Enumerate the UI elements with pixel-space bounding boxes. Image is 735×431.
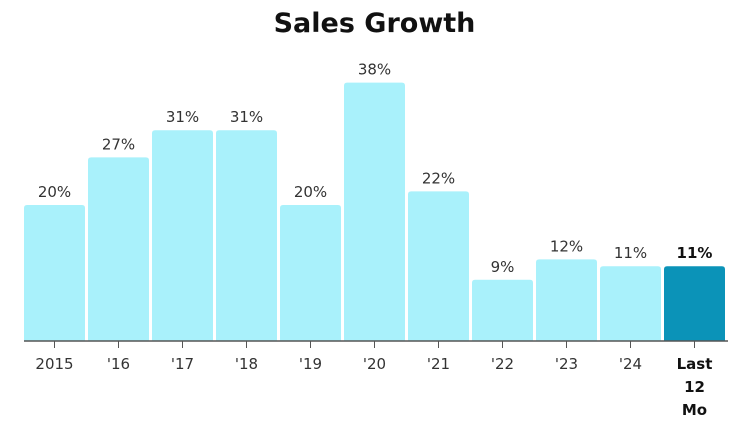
bar-0 <box>24 205 85 341</box>
x-tick-label-10-line-1: 12 <box>684 378 705 396</box>
x-tick-label-2: '17 <box>171 355 194 373</box>
value-label-6: 22% <box>422 169 455 187</box>
value-label-9: 11% <box>614 244 647 262</box>
x-tick-label-4: '19 <box>299 355 322 373</box>
value-label-8: 12% <box>550 237 583 255</box>
value-label-1: 27% <box>102 135 135 153</box>
chart-title: Sales Growth <box>273 8 476 39</box>
x-tick-label-9: '24 <box>619 355 642 373</box>
x-tick-label-10-line-2: Mo <box>682 401 707 419</box>
bar-4 <box>280 205 341 341</box>
bar-3 <box>216 130 277 341</box>
x-tick-label-3: '18 <box>235 355 258 373</box>
value-label-0: 20% <box>38 183 71 201</box>
x-tick-label-6: '21 <box>427 355 450 373</box>
bar-5 <box>344 82 405 341</box>
bar-7 <box>472 279 533 341</box>
value-label-7: 9% <box>491 258 515 276</box>
value-label-10: 11% <box>677 244 713 262</box>
bar-2 <box>152 130 213 341</box>
x-tick-label-5: '20 <box>363 355 386 373</box>
bar-1 <box>88 157 149 341</box>
bar-9 <box>600 266 661 341</box>
bar-8 <box>536 259 597 341</box>
x-tick-label-10-line-0: Last <box>677 355 713 373</box>
bar-6 <box>408 191 469 341</box>
value-label-3: 31% <box>230 108 263 126</box>
x-tick-label-0: 2015 <box>35 355 73 373</box>
value-label-2: 31% <box>166 108 199 126</box>
value-label-5: 38% <box>358 61 391 79</box>
x-tick-label-7: '22 <box>491 355 514 373</box>
x-tick-label-1: '16 <box>107 355 130 373</box>
value-label-4: 20% <box>294 183 327 201</box>
x-tick-label-8: '23 <box>555 355 578 373</box>
bar-10 <box>664 266 725 341</box>
